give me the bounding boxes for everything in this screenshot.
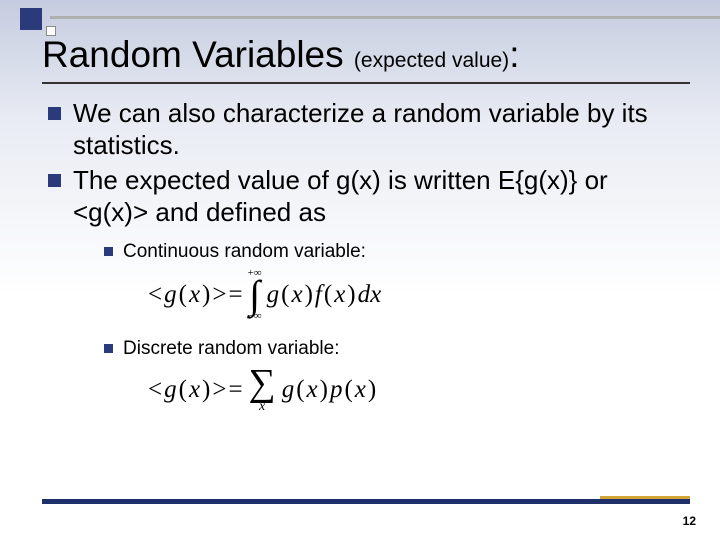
sym-g: g (282, 376, 295, 404)
rparen: ) (368, 376, 376, 404)
title-main: Random Variables (42, 34, 354, 75)
square-bullet-icon (104, 344, 113, 353)
lparen: ( (296, 376, 304, 404)
title-sub: (expected value) (354, 49, 509, 72)
title-colon: : (509, 34, 519, 75)
square-bullet-icon (104, 247, 113, 256)
angle-close: > (212, 281, 226, 309)
lparen: ( (179, 281, 187, 309)
sub-bullet-item: Continuous random variable: (104, 241, 680, 263)
page-number: 12 (683, 514, 696, 528)
int-lower: −∞ (248, 312, 262, 321)
lparen: ( (344, 376, 352, 404)
int-symbol: ∫ (249, 278, 260, 312)
sym-g: g (164, 281, 177, 309)
sum-symbol: ∑ (249, 366, 276, 400)
sym-f: f (315, 281, 322, 309)
lparen: ( (179, 376, 187, 404)
bullet-item: The expected value of g(x) is written E{… (48, 165, 680, 228)
formula-continuous: < g ( x ) > = +∞ ∫ −∞ g ( x ) f ( x ) dx (148, 269, 680, 321)
rparen: ) (320, 376, 328, 404)
angle-open: < (148, 376, 162, 404)
sub-bullet-text: Discrete random variable: (123, 338, 339, 360)
square-bullet-icon (48, 107, 61, 120)
sym-g: g (267, 281, 280, 309)
sym-g: g (164, 376, 177, 404)
square-bullet-icon (48, 174, 61, 187)
sub-bullet-item: Discrete random variable: (104, 338, 680, 360)
title-underline (42, 82, 690, 84)
angle-open: < (148, 281, 162, 309)
bullet-text: The expected value of g(x) is written E{… (73, 165, 680, 228)
slide-title: Random Variables (expected value): (42, 34, 690, 82)
sym-p: p (330, 376, 343, 404)
lparen: ( (324, 281, 332, 309)
rparen: ) (347, 281, 355, 309)
rparen: ) (202, 376, 210, 404)
summation-icon: ∑ x (249, 366, 276, 412)
rparen: ) (202, 281, 210, 309)
equals: = (228, 376, 242, 404)
sym-x: x (355, 376, 366, 404)
sym-dx: dx (358, 281, 382, 309)
sym-x: x (291, 281, 302, 309)
sub-bullet-text: Continuous random variable: (123, 241, 366, 263)
formula-discrete: < g ( x ) > = ∑ x g ( x ) p ( x ) (148, 366, 680, 412)
sym-x: x (189, 281, 200, 309)
sum-index: x (259, 401, 265, 413)
bullet-text: We can also characterize a random variab… (73, 98, 680, 161)
sym-x: x (307, 376, 318, 404)
sym-x: x (334, 281, 345, 309)
rparen: ) (305, 281, 313, 309)
angle-close: > (212, 376, 226, 404)
slide-body: We can also characterize a random variab… (48, 98, 680, 419)
footer-rule (42, 499, 690, 504)
bullet-item: We can also characterize a random variab… (48, 98, 680, 161)
equals: = (228, 281, 242, 309)
sym-x: x (189, 376, 200, 404)
lparen: ( (281, 281, 289, 309)
integral-icon: +∞ ∫ −∞ (248, 269, 262, 321)
